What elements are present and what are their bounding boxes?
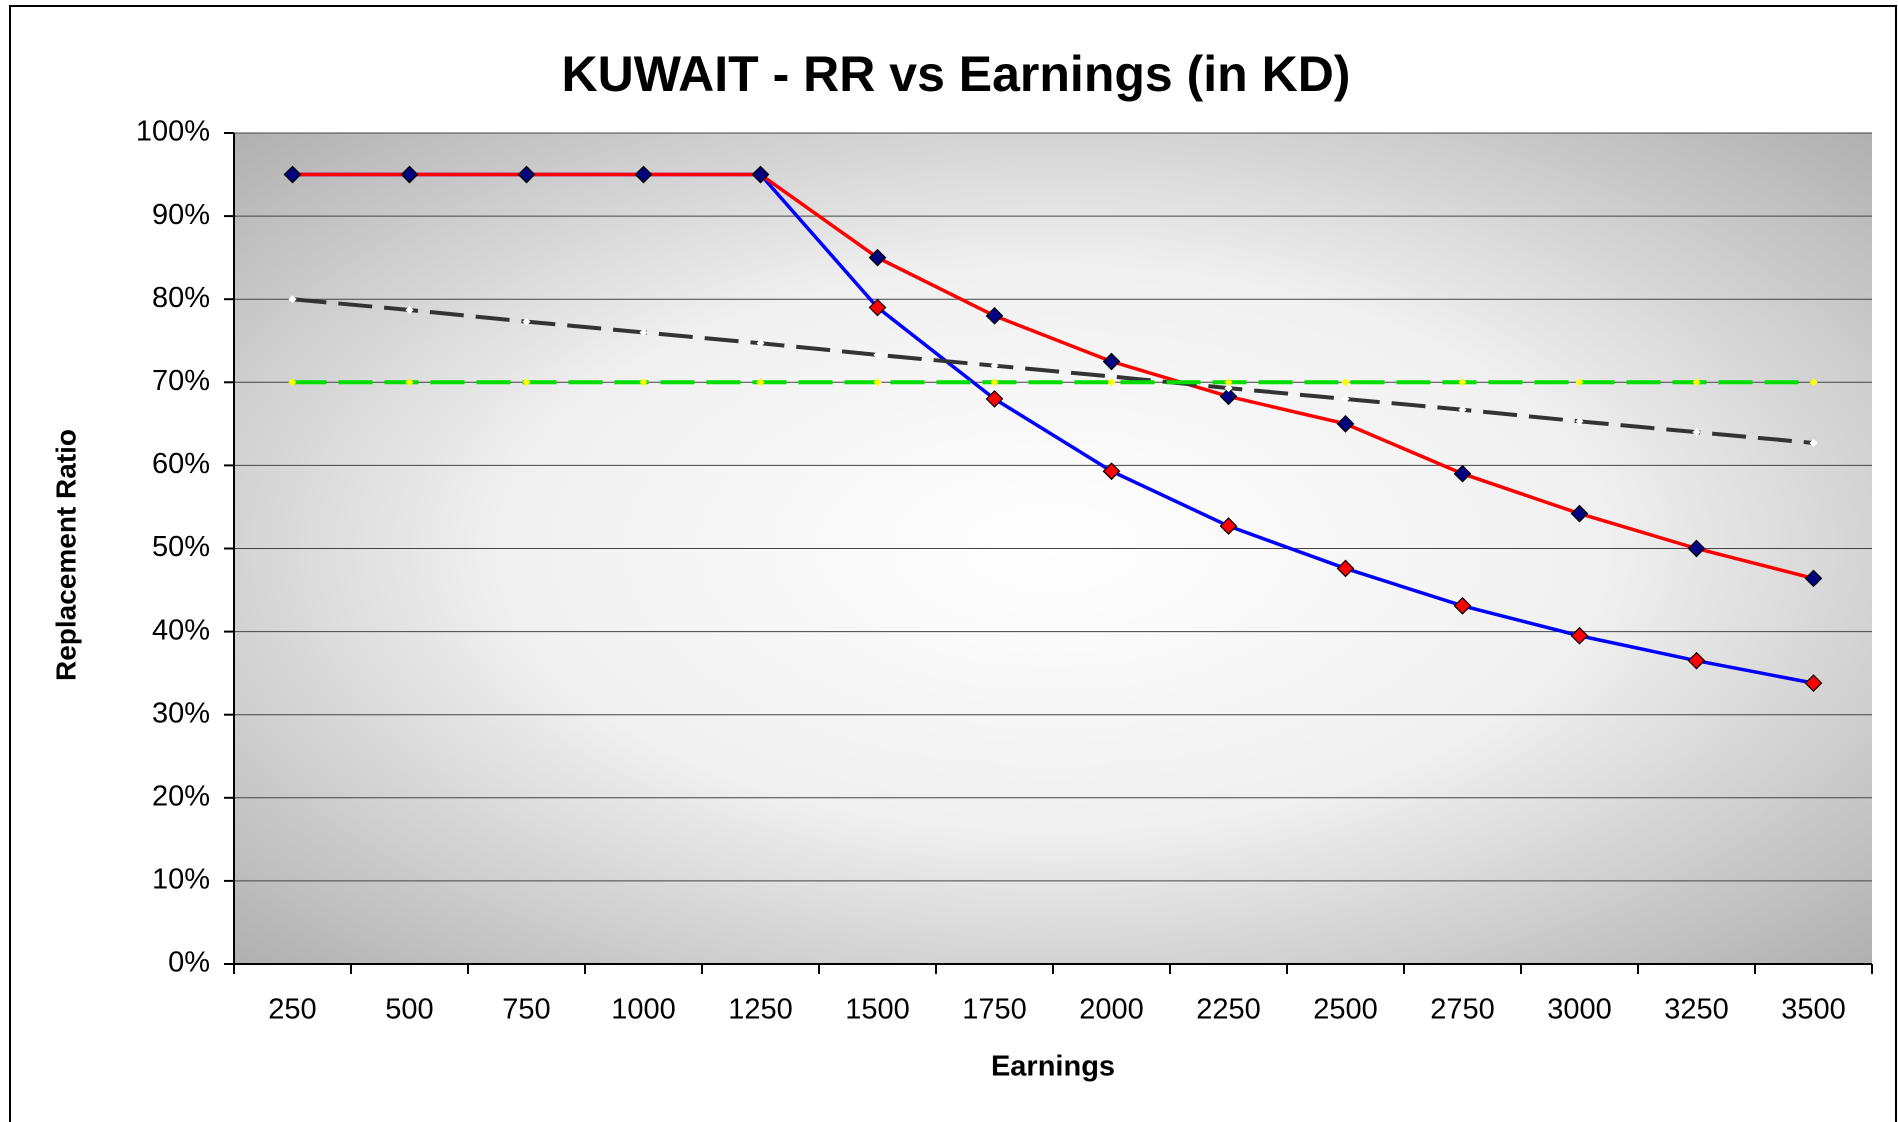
x-tick-label: 250 [268, 994, 316, 1026]
marker [1575, 378, 1584, 387]
chart-title: KUWAIT - RR vs Earnings (in KD) [562, 46, 1351, 102]
y-axis-title: Replacement Ratio [50, 429, 81, 681]
marker [288, 378, 297, 387]
x-tick-label: 2000 [1079, 994, 1144, 1026]
marker [1102, 462, 1121, 481]
marker [1107, 378, 1116, 387]
y-tick-label: 90% [152, 199, 210, 231]
marker [1336, 559, 1355, 578]
marker [873, 378, 882, 387]
marker [1570, 504, 1589, 523]
y-tick-label: 60% [152, 448, 210, 480]
marker [400, 165, 419, 184]
marker [1458, 405, 1467, 414]
marker [1692, 428, 1701, 437]
marker [1687, 651, 1706, 670]
x-tick-label: 2750 [1430, 994, 1495, 1026]
marker [1336, 415, 1355, 433]
x-tick-label: 1250 [728, 994, 793, 1026]
marker [1224, 378, 1233, 387]
marker [1687, 539, 1706, 558]
marker [1453, 596, 1472, 615]
marker [522, 378, 531, 387]
marker [1804, 569, 1823, 588]
marker [1341, 394, 1350, 403]
marker [634, 165, 653, 184]
marker [985, 306, 1004, 325]
marker [1575, 417, 1584, 426]
marker [990, 361, 999, 370]
x-tick-label: 3500 [1781, 994, 1846, 1026]
marker [1341, 378, 1350, 387]
marker [751, 165, 770, 184]
marker [990, 378, 999, 387]
marker [405, 378, 414, 387]
series-line [292, 172, 1814, 581]
marker [1809, 378, 1818, 387]
y-tick-label: 0% [168, 947, 210, 979]
y-tick-label: 50% [152, 531, 210, 563]
marker [1809, 438, 1818, 447]
marker [1107, 372, 1116, 381]
y-tick-label: 100% [136, 116, 210, 148]
marker [283, 165, 302, 184]
marker [756, 339, 765, 348]
marker [639, 328, 648, 337]
x-tick-label: 3250 [1664, 994, 1729, 1026]
marker [873, 350, 882, 359]
y-tick-label: 70% [152, 365, 210, 397]
x-tick-label: 500 [385, 994, 433, 1026]
y-tick-label: 20% [152, 780, 210, 812]
marker [1219, 387, 1238, 406]
x-tick-label: 2250 [1196, 994, 1261, 1026]
y-tick-label: 40% [152, 614, 210, 646]
y-tick-label: 30% [152, 697, 210, 729]
x-tick-label: 750 [502, 994, 550, 1026]
series-line [292, 297, 1814, 445]
marker [868, 298, 887, 317]
marker [1570, 626, 1589, 645]
marker [1692, 378, 1701, 387]
y-tick-label: 10% [152, 864, 210, 896]
x-tick-label: 1000 [611, 994, 676, 1026]
x-tick-label: 1500 [845, 994, 910, 1026]
marker [405, 306, 414, 315]
marker [517, 165, 536, 184]
x-tick-label: 2500 [1313, 994, 1378, 1026]
marker [1102, 352, 1121, 371]
marker [1219, 517, 1238, 535]
x-axis-title: Earnings [991, 1051, 1115, 1083]
x-tick-label: 3000 [1547, 994, 1612, 1026]
y-tick-label: 80% [152, 282, 210, 314]
marker [985, 390, 1004, 408]
marker [1458, 378, 1467, 387]
x-tick-label: 1750 [962, 994, 1027, 1026]
marker [1224, 384, 1233, 393]
marker [1804, 674, 1823, 692]
marker [639, 378, 648, 387]
marker [522, 317, 531, 326]
marker [756, 378, 765, 387]
marker [1453, 464, 1472, 483]
marker [288, 295, 297, 304]
marker [868, 248, 887, 267]
